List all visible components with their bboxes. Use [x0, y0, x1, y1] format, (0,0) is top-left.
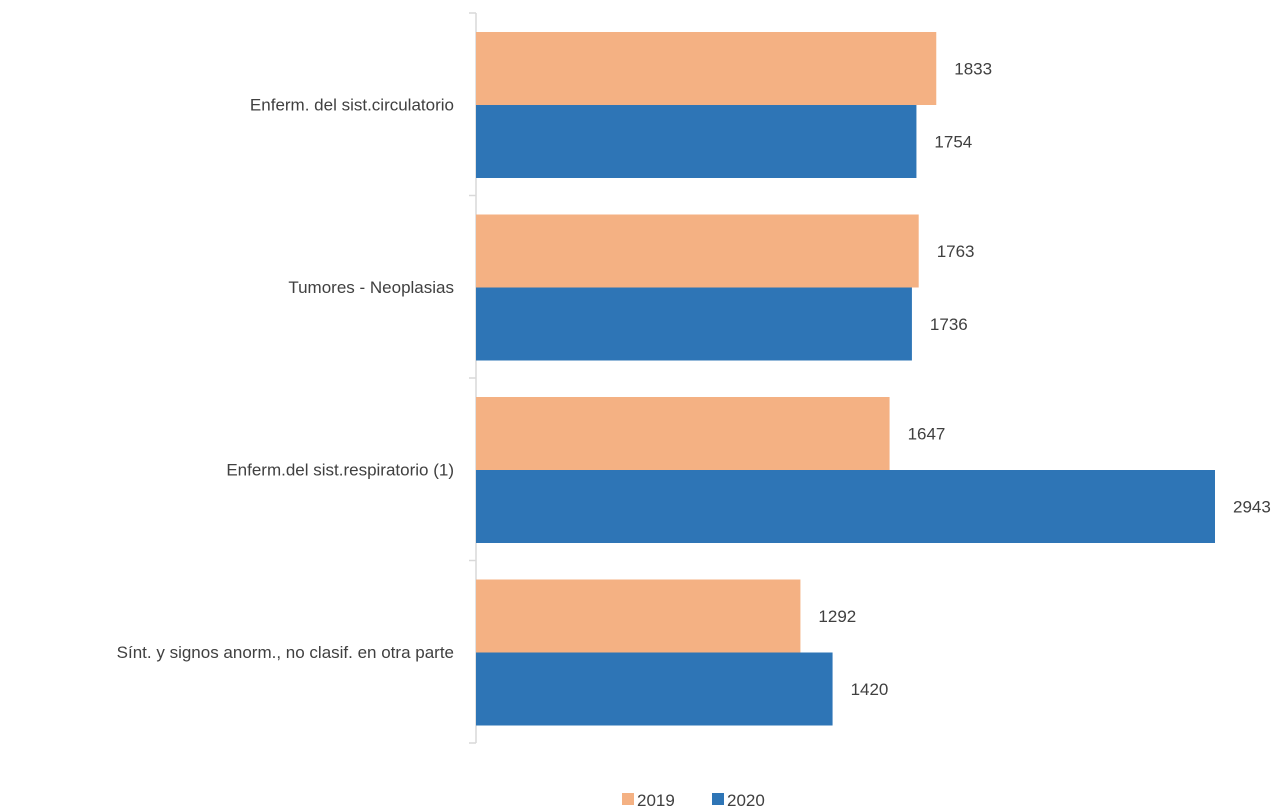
data-label-2020: 1736 [930, 315, 968, 334]
category-label: Tumores - Neoplasias [288, 278, 454, 297]
bar-2019 [476, 397, 890, 470]
data-label-2019: 1647 [908, 425, 946, 444]
legend-label-2020: 2020 [727, 791, 765, 810]
category-label: Enferm.del sist.respiratorio (1) [226, 460, 454, 479]
bar-2020 [476, 470, 1215, 543]
data-label-2020: 1420 [851, 680, 889, 699]
bars-group [476, 32, 1215, 726]
category-axis [469, 12, 477, 744]
data-label-2020: 2943 [1233, 498, 1271, 517]
bar-2019 [476, 579, 801, 653]
legend-swatch-2020 [712, 793, 724, 805]
data-label-2019: 1763 [937, 242, 975, 261]
category-labels-group: Enferm. del sist.circulatorio Tumores - N… [117, 95, 454, 662]
bar-2020 [476, 287, 912, 361]
category-label: Sínt. y signos anorm., no clasif. en otr… [117, 643, 454, 662]
data-label-2019: 1292 [818, 607, 856, 626]
legend-label-2019: 2019 [637, 791, 675, 810]
category-label: Enferm. del sist.circulatorio [250, 95, 454, 114]
legend: 2019 2020 [622, 791, 765, 810]
data-label-2019: 1833 [954, 60, 992, 79]
bar-2019 [476, 32, 937, 105]
data-label-2020: 1754 [934, 133, 972, 152]
data-labels-group: 1833 1754 1763 1736 1647 2943 1292 1420 [818, 60, 1270, 700]
bar-2020 [476, 652, 833, 726]
legend-swatch-2019 [622, 793, 634, 805]
bar-2020 [476, 105, 917, 178]
bar-2019 [476, 214, 919, 288]
